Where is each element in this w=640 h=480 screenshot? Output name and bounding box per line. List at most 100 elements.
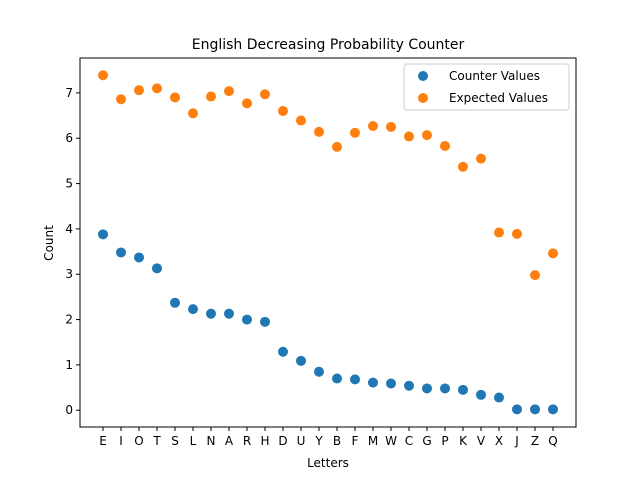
- data-point: [296, 115, 306, 126]
- data-point: [278, 106, 288, 117]
- legend: Counter Values Expected Values: [403, 63, 570, 111]
- x-tick-label: C: [405, 434, 413, 448]
- y-tick-label: 1: [65, 358, 73, 372]
- data-point: [548, 248, 558, 259]
- x-tick-label: P: [441, 434, 448, 448]
- data-point: [386, 121, 396, 132]
- x-tick-label: F: [352, 434, 359, 448]
- x-tick-label: O: [134, 434, 143, 448]
- data-point: [314, 126, 324, 137]
- data-point: [530, 270, 540, 281]
- data-point: [332, 141, 342, 152]
- data-point: [98, 70, 108, 81]
- data-point: [206, 308, 216, 319]
- y-axis-label: Count: [42, 225, 56, 261]
- x-tick-label: Y: [314, 434, 323, 448]
- data-point: [350, 127, 360, 138]
- y-tick-label: 7: [65, 86, 73, 100]
- data-point: [242, 98, 252, 109]
- x-tick-label: I: [119, 434, 123, 448]
- data-point: [512, 404, 522, 415]
- data-point: [188, 304, 198, 315]
- data-point: [368, 120, 378, 131]
- plot-area: [98, 70, 558, 415]
- y-tick-label: 5: [65, 177, 73, 191]
- x-tick-label: G: [422, 434, 431, 448]
- chart-title: English Decreasing Probability Counter: [192, 37, 465, 53]
- data-point: [152, 83, 162, 94]
- data-point: [260, 316, 270, 327]
- data-point: [458, 161, 468, 172]
- axes-frame: [79, 57, 577, 428]
- data-point: [404, 380, 414, 391]
- legend-frame: [403, 63, 570, 111]
- data-point: [188, 108, 198, 119]
- data-point: [404, 131, 414, 142]
- data-point: [548, 404, 558, 415]
- data-point: [368, 377, 378, 388]
- x-tick-label: W: [385, 434, 397, 448]
- data-point: [530, 404, 540, 415]
- data-point: [332, 373, 342, 384]
- x-tick-label: N: [207, 434, 216, 448]
- legend-marker-expected-values: [418, 93, 428, 103]
- x-tick-label: D: [278, 434, 287, 448]
- data-point: [260, 89, 270, 100]
- y-tick-label: 6: [65, 131, 73, 145]
- x-tick-label: S: [171, 434, 179, 448]
- data-point: [278, 346, 288, 357]
- data-point: [170, 92, 180, 103]
- data-point: [494, 392, 504, 403]
- data-point: [296, 355, 306, 366]
- x-tick-label: L: [190, 434, 197, 448]
- y-tick-label: 4: [65, 222, 73, 236]
- data-point: [440, 140, 450, 151]
- x-tick-label: X: [495, 434, 503, 448]
- data-point: [224, 308, 234, 319]
- x-tick-label: A: [225, 434, 234, 448]
- data-point: [512, 228, 522, 239]
- data-point: [476, 389, 486, 400]
- data-point: [422, 383, 432, 394]
- data-point: [350, 374, 360, 385]
- data-point: [458, 384, 468, 395]
- series-expected-values: [98, 70, 558, 281]
- x-tick-label: M: [368, 434, 378, 448]
- series-counter-values: [98, 229, 558, 415]
- x-tick-label: H: [260, 434, 269, 448]
- x-tick-label: U: [297, 434, 306, 448]
- x-tick-label: K: [459, 434, 468, 448]
- data-point: [134, 252, 144, 263]
- x-tick-label: J: [514, 434, 519, 448]
- y-tick-label: 3: [65, 267, 73, 281]
- legend-label-expected-values: Expected Values: [449, 91, 548, 105]
- x-tick-label: Z: [531, 434, 539, 448]
- data-point: [116, 247, 126, 258]
- x-tick-label: E: [99, 434, 107, 448]
- data-point: [170, 297, 180, 308]
- data-point: [116, 94, 126, 105]
- data-point: [494, 227, 504, 238]
- data-point: [476, 153, 486, 164]
- legend-label-counter-values: Counter Values: [449, 69, 540, 83]
- x-tick-label: Q: [548, 434, 557, 448]
- data-point: [152, 263, 162, 274]
- data-point: [440, 383, 450, 394]
- legend-marker-counter-values: [418, 71, 428, 81]
- data-point: [224, 86, 234, 97]
- y-tick-label: 2: [65, 313, 73, 327]
- y-axis: 0 1 2 3 4 5 6 7: [65, 86, 80, 417]
- x-tick-label: R: [243, 434, 251, 448]
- data-point: [242, 314, 252, 325]
- data-point: [134, 85, 144, 96]
- data-point: [386, 378, 396, 389]
- x-tick-label: T: [152, 434, 161, 448]
- data-point: [314, 366, 324, 377]
- x-tick-label: B: [333, 434, 341, 448]
- data-point: [98, 229, 108, 240]
- x-tick-label: V: [477, 434, 486, 448]
- data-point: [206, 91, 216, 102]
- data-point: [422, 130, 432, 141]
